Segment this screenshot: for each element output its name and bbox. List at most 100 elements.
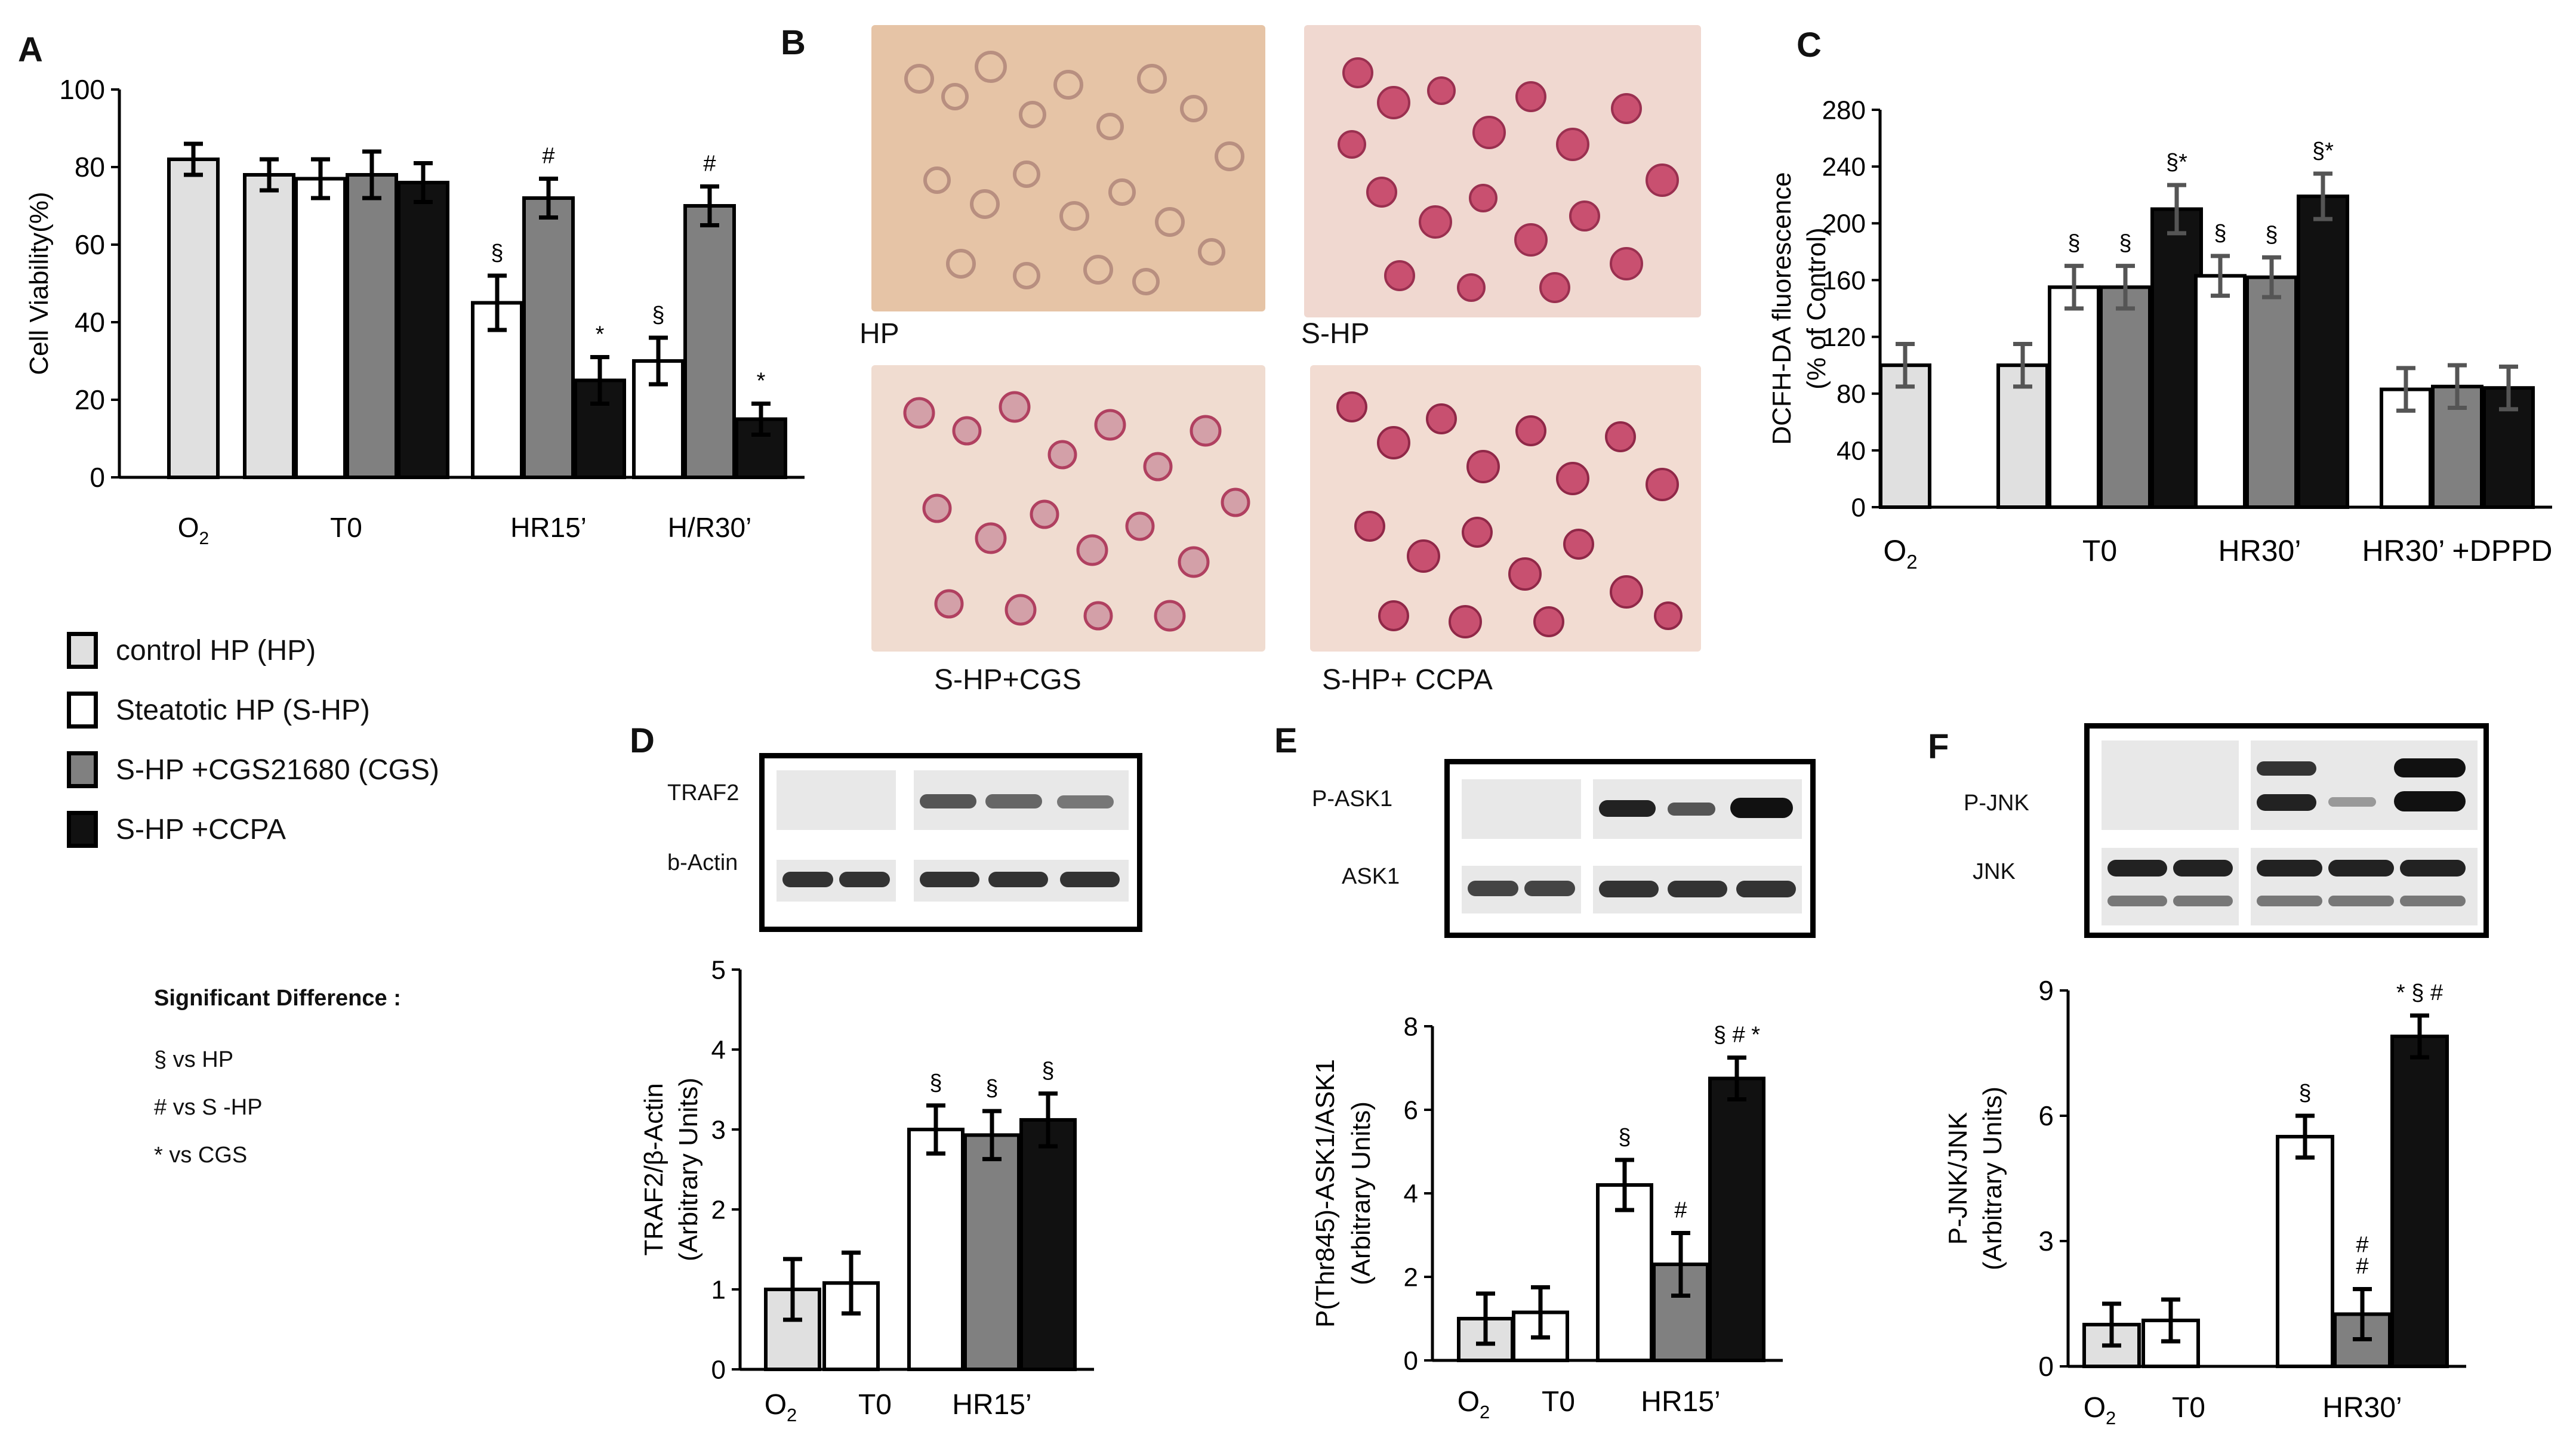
bar-ccpa [1019,1118,1077,1371]
significance-mark: # [1674,1198,1687,1223]
micrograph-label-shp: S-HP [1301,318,1370,350]
y-tick-label: 40 [75,307,105,338]
bar-ctrl [1996,363,2049,509]
significance-mark: * § # [2396,980,2443,1005]
significance-mark: # [2356,1254,2368,1279]
y-axis-label: Cell Viability(%) [24,192,54,375]
y-axis-label-units: (Arbitrary Units) [1978,1087,2007,1270]
y-tick-label: 60 [75,229,105,260]
blot-label: P-JNK [1964,791,2029,816]
significance-mark: * [757,369,766,394]
bar-ccpa [2390,1035,2449,1368]
category-label: T0 [1542,1386,1575,1418]
bar-ccpa [735,417,787,479]
bar-steatotic [2048,285,2100,509]
bar-steatotic [2276,1135,2334,1368]
significance-mark: § [1042,1058,1054,1084]
category-label: HR30’ +DPPD [2362,534,2552,567]
legend-swatch [67,632,98,669]
significance-mark: * [596,322,605,347]
micrograph-label-hp: HP [859,318,899,350]
y-tick-label: 4 [1404,1179,1418,1208]
significance-mark: § [2067,231,2080,256]
bar-steatotic [2194,274,2247,509]
significance-item: # vs S -HP [154,1095,263,1120]
category-label: T0 [2082,534,2117,567]
bar-cgs [346,173,398,479]
y-tick-label: 0 [90,462,105,493]
y-tick-label: 100 [59,74,105,105]
chart-e-ask1: 0 2 4 6 8 P(Thr845)-ASK1/ASK1 (Arbitrary Units… [1311,1012,1783,1422]
y-axis-label: P(Thr845)-ASK1/ASK1 [1311,1059,1340,1328]
y-axis-label-units: (Arbitrary Units) [1346,1101,1376,1285]
category-label: HR15’ [952,1389,1031,1421]
significance-mark: # [703,152,716,177]
y-tick-label: 240 [1822,153,1866,182]
significance-mark: § [2119,231,2131,256]
significance-mark: §* [2166,150,2187,175]
significance-mark: § [1618,1125,1631,1150]
bar-ccpa [2297,195,2349,510]
category-label: T0 [2172,1392,2205,1424]
category-label: O2 [2084,1392,2116,1428]
y-axis-label: TRAF2/β-Actin [639,1083,668,1255]
significance-mark: § # * [1714,1023,1760,1048]
western-blot-d [759,753,1142,932]
category-label: O2 [765,1389,797,1425]
legend-swatch [67,751,98,788]
y-tick-label: 280 [1822,95,1866,125]
significance-mark: § [2265,222,2278,247]
y-tick-label: 3 [2038,1226,2054,1257]
blot-label: JNK [1973,859,2016,884]
legend-label: S-HP +CGS21680 (CGS) [116,754,439,786]
micrograph-shp [1304,25,1701,317]
panel-label-d: D [630,721,655,760]
y-tick-label: 4 [711,1035,726,1064]
bar-cgs [2245,275,2298,509]
y-tick-label: 120 [1822,323,1866,352]
y-tick-label: 3 [711,1115,726,1144]
category-label: H/R30’ [668,512,752,543]
significance-mark: §* [2312,138,2334,163]
bar-ccpa [2150,207,2203,509]
category-label: O2 [1883,534,1917,573]
y-tick-label: 5 [711,955,726,984]
significance-mark: § [985,1076,998,1101]
bar-ctrl [243,173,295,479]
legend-item-steatotic: Steatotic HP (S-HP) [67,686,370,734]
panel-label-b: B [781,23,806,62]
y-tick-label: 0 [711,1355,726,1384]
bar-cgs [522,196,575,479]
legend-label: S-HP +CCPA [116,813,286,845]
significance-mark: # [542,144,554,169]
significance-mark: § [491,240,503,266]
y-axis-label: DCFH-DA fluorescence [1767,172,1797,445]
y-tick-label: 6 [2038,1100,2054,1131]
bar-steatotic [1596,1183,1653,1362]
western-blot-e [1444,759,1816,938]
significance-mark: § [929,1070,942,1095]
legend-swatch [67,692,98,729]
chart-d-traf2: 0 1 2 3 4 5 TRAF2/β-Actin (Arbitrary Units) O2 T0… [639,955,1094,1425]
bar-cgs [963,1133,1021,1371]
y-tick-label: 20 [75,384,105,415]
panel-label-a: A [18,30,43,69]
y-axis-label-units: (Arbitrary Units) [674,1078,703,1261]
bar-cgs [2099,285,2152,509]
bar-steatotic [907,1128,965,1371]
significance-mark: § [2298,1081,2311,1106]
y-tick-label: 0 [2038,1351,2054,1382]
panel-label-e: E [1274,721,1298,760]
y-tick-label: 200 [1822,209,1866,239]
category-label: T0 [858,1389,892,1421]
y-tick-label: 80 [75,152,105,183]
y-tick-label: 0 [1404,1346,1418,1375]
category-label: T0 [330,512,362,543]
blot-label: b-Actin [667,850,738,875]
y-tick-label: 9 [2038,975,2054,1006]
category-label: HR15’ [510,512,587,543]
micrograph-label-shp-ccpa: S-HP+ CCPA [1322,664,1493,696]
legend-label: control HP (HP) [116,634,316,666]
micrograph-hp [871,25,1265,311]
category-label: HR30’ [2322,1392,2402,1424]
